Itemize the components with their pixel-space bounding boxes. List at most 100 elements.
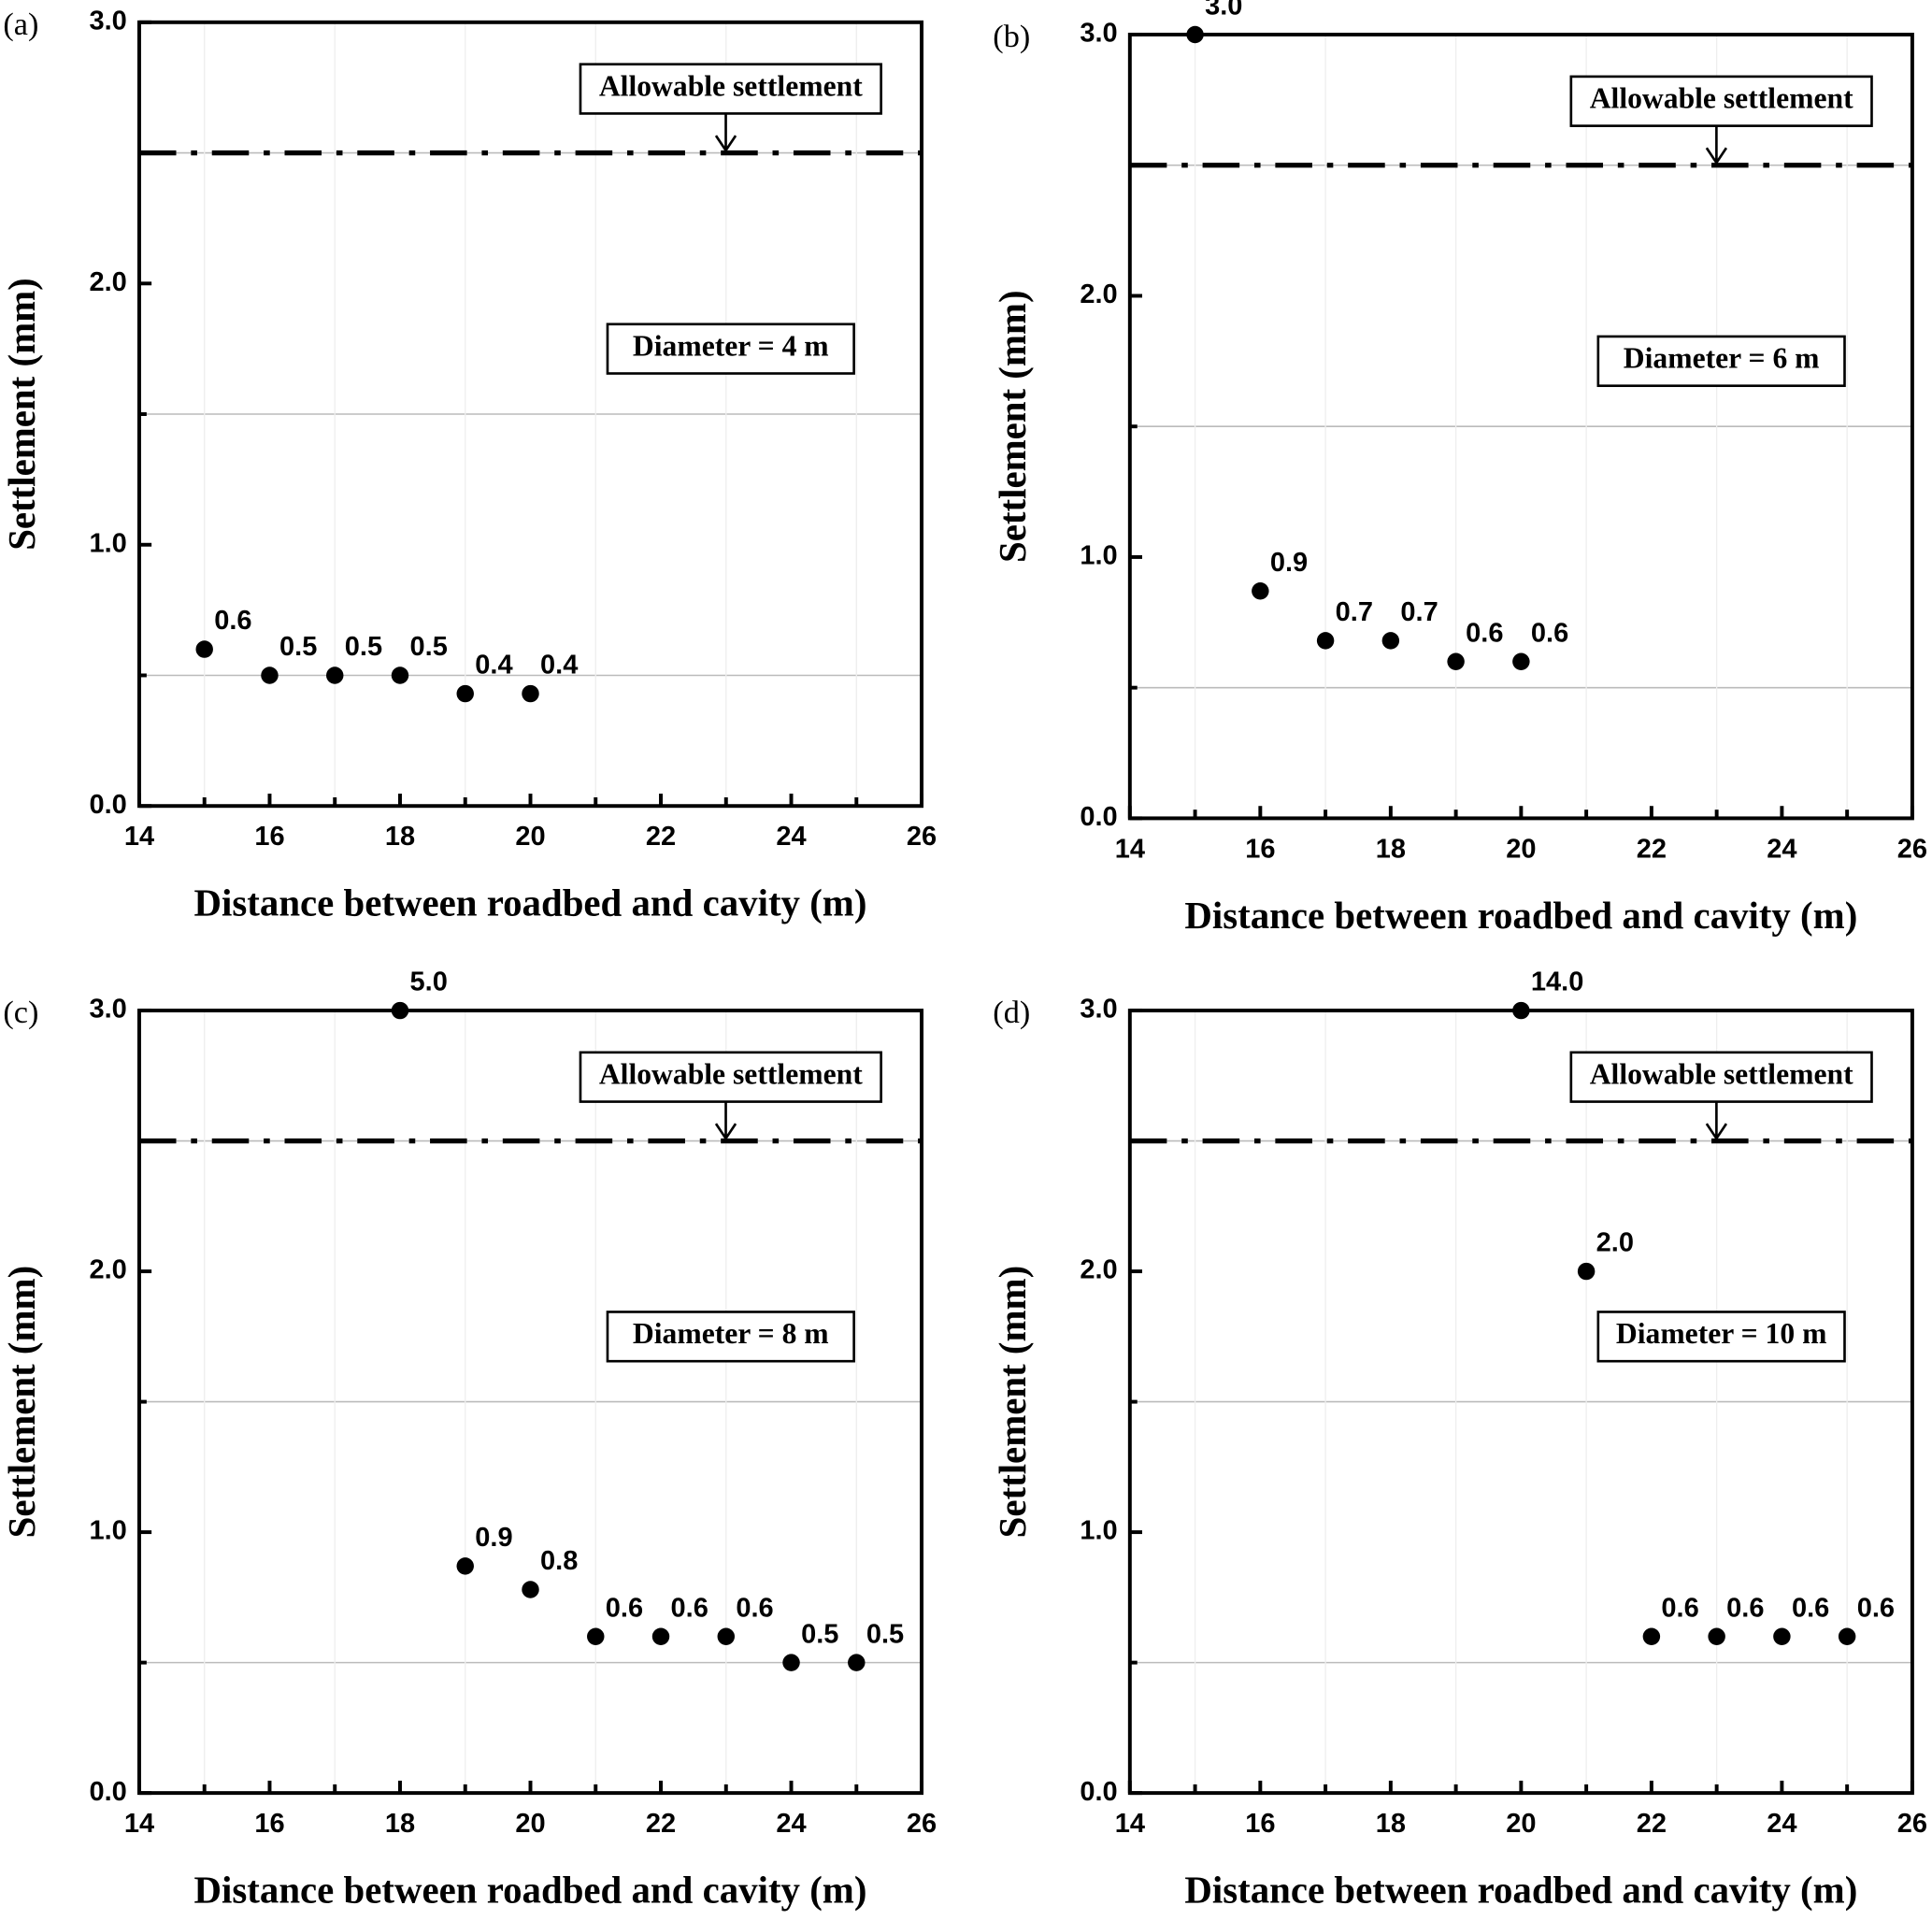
x-tick-label: 18 [1376, 834, 1406, 864]
point [1252, 582, 1269, 600]
annotation: Diameter = 8 m [633, 1317, 829, 1350]
x-tick-label: 18 [1376, 1809, 1406, 1839]
x-tick-label: 26 [907, 822, 937, 852]
y-tick-label: 1.0 [89, 528, 126, 558]
x-tick-label: 16 [254, 822, 284, 852]
x-tick-label: 22 [646, 1809, 676, 1839]
point [391, 1001, 409, 1020]
data-label: 0.6 [214, 606, 251, 636]
annotation-box [1569, 75, 1873, 127]
panel-label: (c) [3, 995, 38, 1030]
data-label: 3.0 [1205, 0, 1242, 21]
data-label: 0.7 [1336, 597, 1373, 627]
point [1512, 652, 1530, 670]
data-label: 0.6 [606, 1593, 643, 1623]
data-label: 0.5 [801, 1619, 838, 1649]
y-tick-label: 3.0 [1080, 995, 1117, 1024]
y-axis-title: Settlement (mm) [1, 278, 43, 551]
reference-label: Allowable settlement [599, 1057, 863, 1090]
reference-label: Allowable settlement [599, 69, 863, 102]
point [391, 666, 409, 684]
x-axis-title: Distance between roadbed and cavity (m) [1184, 895, 1857, 937]
point [456, 1557, 474, 1575]
panel-label: (b) [993, 19, 1030, 54]
panel: 14 16 18 20 22 24 26 0.0 1.0 2.0 3.0 Distance betwe… [1, 6, 937, 924]
reference-label: Allowable settlement [1590, 1057, 1853, 1090]
x-axis-title: Distance between roadbed and cavity (m) [1184, 1870, 1857, 1912]
y-tick-label: 0.0 [89, 1777, 126, 1807]
data-label: 0.8 [540, 1546, 578, 1576]
data-label: 5.0 [410, 967, 448, 997]
x-tick-label: 22 [1637, 834, 1667, 864]
x-tick-label: 26 [907, 1809, 937, 1839]
annotation-box [1596, 335, 1846, 388]
data-label: 0.6 [1531, 618, 1568, 648]
panel-label: (d) [993, 995, 1030, 1030]
x-tick-label: 24 [776, 822, 806, 852]
x-tick-label: 24 [776, 1809, 806, 1839]
x-tick-label: 16 [1245, 1809, 1275, 1839]
point [717, 1627, 736, 1645]
data-label: 2.0 [1596, 1228, 1634, 1258]
arrow [714, 1101, 737, 1141]
data-label: 0.7 [1400, 597, 1438, 627]
point [1773, 1627, 1791, 1645]
point [522, 1581, 539, 1598]
x-tick-label: 16 [254, 1809, 284, 1839]
point [261, 666, 279, 684]
panel: 14 16 18 20 22 24 26 0.0 1.0 2.0 3.0 Distance betwe… [1, 967, 937, 1912]
point [782, 1654, 800, 1671]
y-tick-label: 1.0 [89, 1516, 126, 1546]
reference-label: Allowable settlement [1590, 82, 1853, 115]
data-label: 0.6 [1726, 1593, 1764, 1623]
point [651, 1627, 670, 1645]
point [1642, 1627, 1661, 1645]
y-tick-label: 0.0 [89, 790, 126, 820]
annotation-box [606, 1311, 855, 1363]
point [1381, 632, 1400, 650]
panel: 14 16 18 20 22 24 26 0.0 1.0 2.0 3.0 Distance betwe… [992, 967, 1927, 1912]
point [522, 684, 539, 703]
data-label: 0.5 [345, 632, 382, 662]
x-tick-label: 26 [1897, 1809, 1927, 1839]
data-label: 0.6 [736, 1593, 773, 1623]
x-tick-label: 20 [1506, 1809, 1536, 1839]
y-tick-label: 3.0 [1080, 19, 1117, 49]
annotation-box [1569, 1051, 1873, 1103]
data-label: 0.6 [1857, 1593, 1895, 1623]
x-axis-title: Distance between roadbed and cavity (m) [194, 882, 867, 924]
annotation-box [579, 1051, 882, 1103]
data-label: 0.6 [671, 1593, 708, 1623]
annotation: Diameter = 4 m [633, 329, 829, 362]
data-label: 0.9 [475, 1523, 512, 1553]
point [1512, 1001, 1530, 1020]
point [456, 684, 474, 703]
data-label: 0.6 [1661, 1593, 1698, 1623]
point [1577, 1262, 1596, 1281]
point [1838, 1627, 1856, 1645]
annotation-box [579, 63, 882, 115]
y-axis-title: Settlement (mm) [1, 1266, 43, 1539]
x-tick-label: 14 [124, 822, 154, 852]
arrow [1705, 1101, 1728, 1141]
y-tick-label: 2.0 [1080, 279, 1117, 309]
data-label: 0.4 [540, 651, 578, 681]
y-axis-title: Settlement (mm) [992, 290, 1034, 563]
y-axis-title: Settlement (mm) [992, 1266, 1034, 1539]
y-tick-label: 1.0 [1080, 1516, 1117, 1546]
point [587, 1627, 605, 1645]
annotation: Diameter = 10 m [1616, 1317, 1827, 1350]
annotation: Diameter = 6 m [1624, 342, 1820, 375]
x-tick-label: 22 [646, 822, 676, 852]
point [1316, 632, 1335, 650]
y-tick-label: 0.0 [1080, 802, 1117, 832]
x-tick-label: 20 [1506, 834, 1536, 864]
y-tick-label: 2.0 [89, 1255, 126, 1285]
point [195, 640, 213, 658]
panel-label: (a) [3, 7, 38, 42]
point [326, 666, 344, 684]
point [1708, 1627, 1725, 1645]
y-tick-label: 0.0 [1080, 1777, 1117, 1807]
data-label: 0.5 [866, 1619, 904, 1649]
